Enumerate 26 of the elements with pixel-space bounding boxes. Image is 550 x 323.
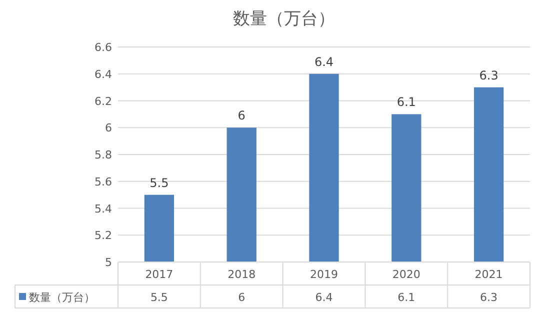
data-label: 6.1	[398, 291, 416, 304]
x-tick-label: 2018	[228, 268, 256, 281]
data-label: 6	[238, 291, 246, 304]
annotation: 6.1	[396, 95, 416, 110]
legend-label: 数量（万台）	[29, 291, 95, 304]
y-tick-label: 5.8	[94, 148, 112, 162]
y-tick-label: 5	[105, 256, 112, 269]
annotation: 6.3	[479, 68, 498, 82]
x-tick-label: 2021	[474, 268, 503, 281]
x-tick-label: 2017	[145, 268, 174, 281]
y-tick-label: 6.6	[94, 41, 112, 54]
chart-title: 数量（万台）	[233, 9, 335, 29]
annotation: 6	[238, 108, 246, 123]
x-tick-label: 2020	[392, 268, 420, 281]
y-tick-label: 5.2	[94, 229, 112, 242]
y-tick-label: 5.6	[94, 175, 112, 188]
x-tick-label: 2019	[310, 268, 338, 281]
data-label: 6.4	[315, 291, 333, 304]
y-tick-label: 6	[105, 122, 112, 135]
data-label: 5.5	[150, 291, 168, 304]
annotation: 6.4	[314, 54, 334, 69]
y-tick-label: 5.4	[94, 202, 112, 216]
y-tick-label: 6.4	[94, 68, 112, 81]
annotation: 5.5	[150, 176, 169, 190]
data-label: 6.3	[480, 291, 498, 304]
y-tick-label: 6.2	[94, 94, 112, 108]
